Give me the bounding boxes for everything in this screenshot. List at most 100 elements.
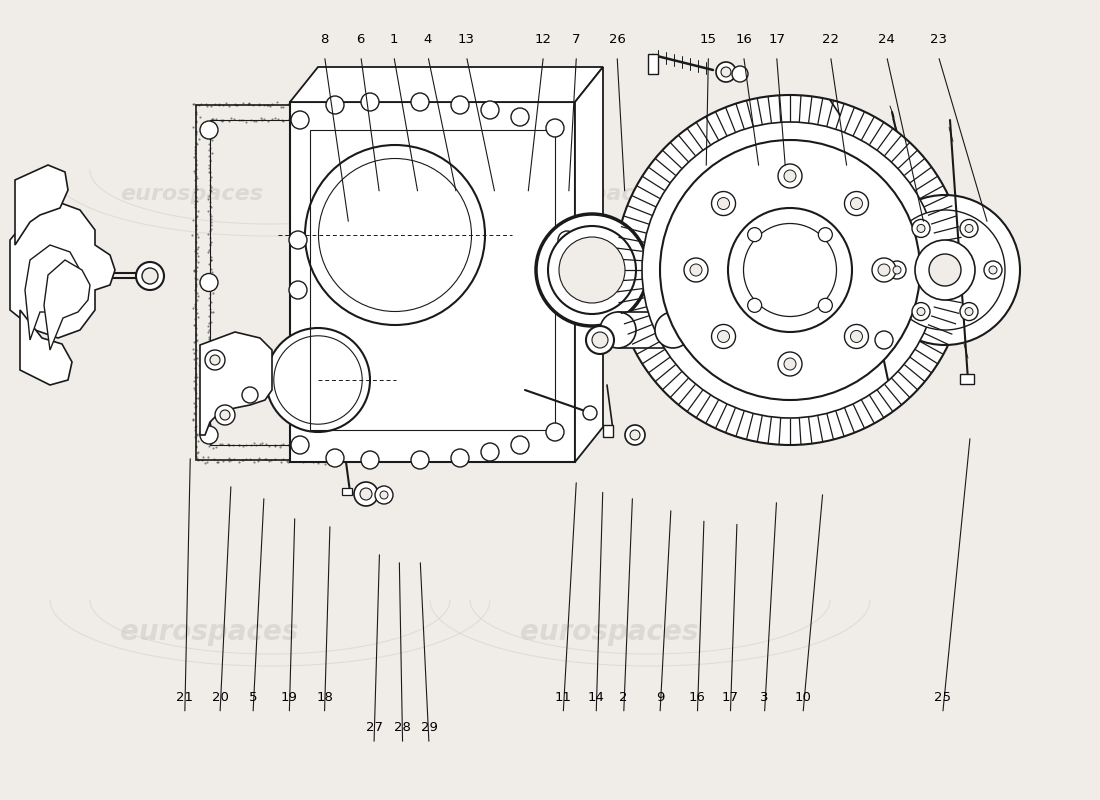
Point [366,100,384,113]
Point [188,210,206,222]
Point [367,259,385,272]
Point [274,438,292,451]
Circle shape [712,325,736,349]
Circle shape [142,268,158,284]
Point [200,243,218,256]
Point [324,114,342,126]
Point [327,113,344,126]
Point [345,439,363,452]
Text: 24: 24 [878,33,895,46]
Circle shape [778,164,802,188]
Point [356,378,374,391]
Point [211,438,229,450]
Point [201,285,219,298]
Point [356,310,374,323]
Point [358,339,375,352]
Point [186,407,204,420]
Point [355,271,373,284]
Point [200,193,218,206]
Point [343,113,361,126]
Bar [960,374,974,384]
Point [354,116,372,129]
Point [261,454,278,467]
Circle shape [481,101,499,119]
Circle shape [586,326,614,354]
Point [201,396,219,409]
Circle shape [732,66,748,82]
Point [368,432,386,445]
Point [334,438,352,450]
Point [201,154,219,166]
Point [339,454,356,467]
Circle shape [559,237,625,303]
Point [311,99,329,112]
Polygon shape [200,332,272,435]
Point [202,215,220,228]
Point [282,97,299,110]
Point [189,290,207,302]
Point [212,114,230,127]
Point [356,417,374,430]
Point [368,387,386,400]
Point [368,262,386,275]
Point [358,169,375,182]
Point [190,359,208,372]
Point [188,191,206,204]
Point [298,112,316,125]
Point [188,429,206,442]
Point [188,194,206,207]
Circle shape [558,281,576,299]
Point [200,190,218,202]
Point [187,154,205,166]
Point [356,415,374,428]
Point [350,114,367,126]
Point [200,144,218,157]
Point [200,278,218,291]
Circle shape [536,214,648,326]
Point [368,304,386,317]
Point [367,136,385,149]
Point [366,158,384,170]
Point [202,362,220,375]
Point [353,206,371,219]
Point [356,410,374,422]
Point [210,98,228,111]
Point [355,148,373,161]
Point [250,98,267,110]
Point [356,406,374,419]
Circle shape [583,406,597,420]
Point [199,326,217,338]
Point [200,309,218,322]
Point [186,244,204,257]
Point [366,442,384,455]
Point [204,359,221,372]
Point [202,295,220,308]
Point [186,353,204,366]
Point [214,454,232,467]
Point [187,421,205,434]
Point [370,341,387,354]
Point [200,439,218,452]
Point [359,375,376,388]
Text: 26: 26 [608,33,626,46]
Point [202,406,220,419]
Point [309,457,327,470]
Circle shape [720,67,732,77]
Point [370,282,387,294]
Point [285,452,303,465]
Point [283,438,300,450]
Point [205,113,222,126]
Point [188,246,206,259]
Point [202,170,220,183]
Point [365,207,383,220]
Point [201,434,219,446]
Point [188,370,206,383]
Text: eurospaces: eurospaces [520,618,698,646]
Point [224,113,242,126]
Circle shape [870,195,1020,345]
Point [186,174,204,186]
Point [355,173,373,186]
Point [201,366,219,378]
Circle shape [712,191,736,215]
Point [295,114,312,127]
